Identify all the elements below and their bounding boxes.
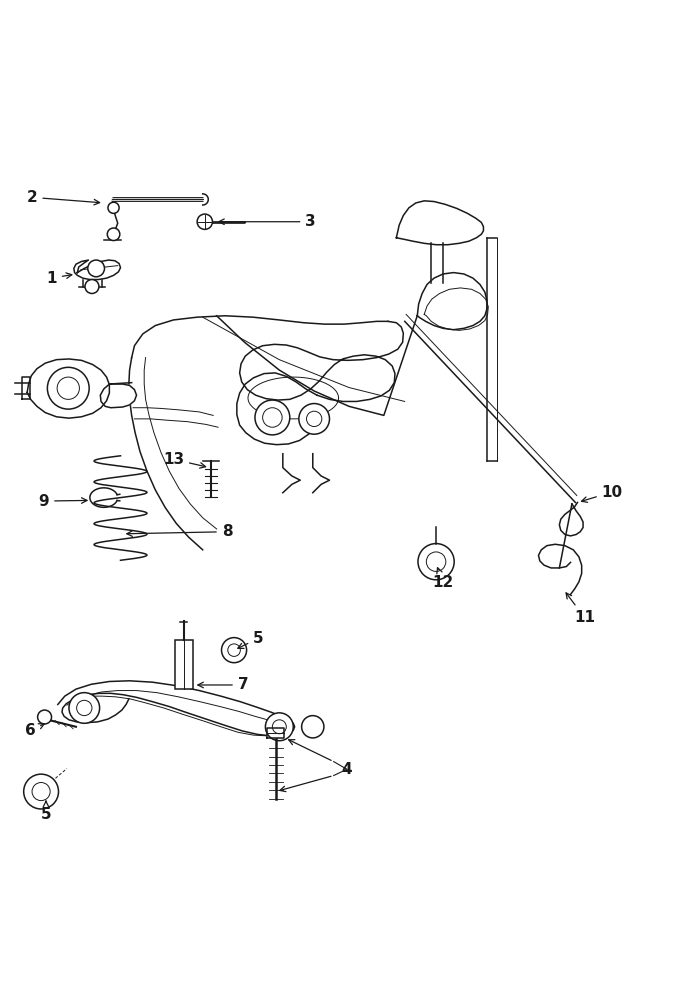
Text: 8: 8 — [127, 524, 232, 539]
Polygon shape — [101, 385, 137, 407]
Circle shape — [418, 544, 454, 580]
Circle shape — [302, 716, 324, 738]
Polygon shape — [267, 728, 284, 738]
Circle shape — [265, 713, 293, 740]
Circle shape — [38, 711, 52, 724]
Polygon shape — [27, 359, 110, 418]
Text: 12: 12 — [433, 568, 454, 590]
Circle shape — [47, 368, 89, 409]
Circle shape — [88, 260, 105, 276]
Text: 2: 2 — [27, 190, 100, 205]
Bar — [174, 640, 193, 689]
Circle shape — [221, 637, 246, 663]
Text: 4: 4 — [341, 762, 352, 777]
Circle shape — [69, 693, 100, 723]
Circle shape — [108, 202, 119, 213]
Text: 11: 11 — [566, 593, 595, 625]
Text: 3: 3 — [218, 214, 316, 229]
Circle shape — [299, 403, 329, 434]
Circle shape — [197, 214, 212, 229]
Text: 7: 7 — [198, 678, 248, 693]
Text: 5: 5 — [238, 631, 264, 648]
Circle shape — [107, 228, 120, 241]
Text: 5: 5 — [40, 801, 51, 823]
Text: 13: 13 — [163, 452, 206, 468]
Circle shape — [24, 774, 59, 809]
Polygon shape — [396, 201, 484, 245]
Text: 10: 10 — [581, 485, 623, 502]
Text: 9: 9 — [38, 494, 87, 508]
Text: 1: 1 — [46, 271, 72, 285]
Text: 6: 6 — [24, 723, 45, 738]
Circle shape — [255, 400, 290, 435]
Polygon shape — [417, 273, 487, 330]
Polygon shape — [22, 378, 30, 399]
Circle shape — [85, 279, 99, 293]
